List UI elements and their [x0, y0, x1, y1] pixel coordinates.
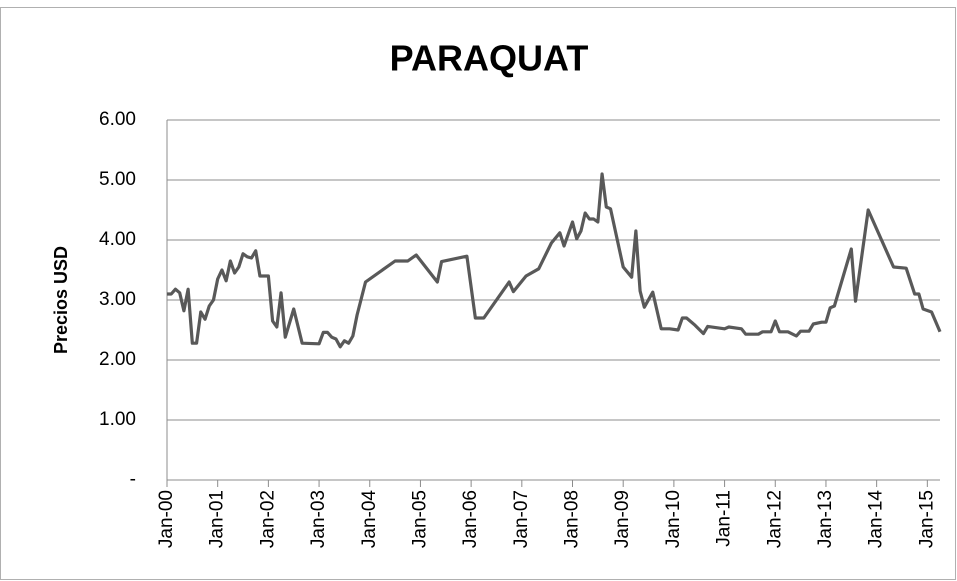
y-tick-label: 4.00 — [99, 229, 136, 250]
x-tick-label: Jan-07 — [511, 490, 532, 548]
x-tick-label: Jan-09 — [612, 490, 633, 548]
x-tick-label: Jan-00 — [156, 490, 177, 548]
x-tick-label: Jan-03 — [308, 490, 329, 548]
y-tick-label: 2.00 — [99, 349, 136, 370]
x-tick-label: Jan-05 — [409, 490, 430, 548]
chart-border — [0, 7, 956, 580]
x-tick-label: Jan-08 — [562, 490, 583, 548]
x-tick-label: Jan-10 — [663, 490, 684, 548]
x-tick-label: Jan-06 — [460, 490, 481, 548]
y-tick-label: 1.00 — [99, 409, 136, 430]
x-tick-label: Jan-11 — [714, 490, 735, 547]
x-tick-label: Jan-12 — [764, 490, 785, 548]
y-tick-label: 3.00 — [99, 289, 136, 310]
x-tick-label: Jan-13 — [815, 490, 836, 548]
y-axis-label: Precios USD — [51, 246, 71, 354]
y-tick-label: 5.00 — [99, 169, 136, 190]
x-tick-label: Jan-02 — [257, 490, 278, 548]
x-tick-label: Jan-01 — [207, 490, 228, 548]
y-tick-label: - — [130, 469, 136, 490]
x-tick-label: Jan-14 — [866, 490, 887, 549]
chart-title: PARAQUAT — [390, 38, 589, 79]
y-tick-label: 6.00 — [99, 109, 136, 130]
x-tick-label: Jan-15 — [916, 490, 937, 548]
data-line — [167, 172, 942, 349]
x-tick-label: Jan-04 — [359, 490, 380, 549]
